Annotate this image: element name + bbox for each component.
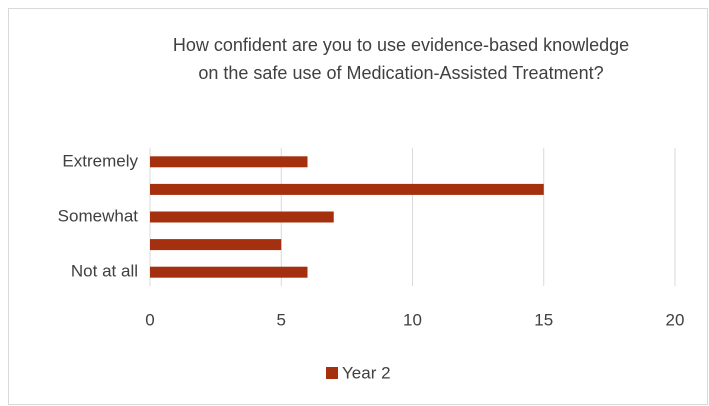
bar <box>150 266 308 278</box>
y-tick-label: Extremely <box>62 151 138 170</box>
chart-border <box>8 8 708 405</box>
x-tick-label: 15 <box>534 310 553 329</box>
x-tick-label: 20 <box>666 310 685 329</box>
chart-title: How confident are you to use evidence-ba… <box>172 35 630 83</box>
y-tick-label: Not at all <box>71 262 138 281</box>
legend-label: Year 2 <box>342 363 391 382</box>
bar <box>150 211 334 223</box>
x-tick-label: 5 <box>277 310 286 329</box>
bar <box>150 156 308 168</box>
x-tick-label: 10 <box>403 310 422 329</box>
legend-swatch <box>326 367 338 379</box>
bar <box>150 239 282 251</box>
bar <box>150 183 544 195</box>
x-tick-label: 0 <box>145 310 154 329</box>
y-tick-label: Somewhat <box>58 206 139 225</box>
